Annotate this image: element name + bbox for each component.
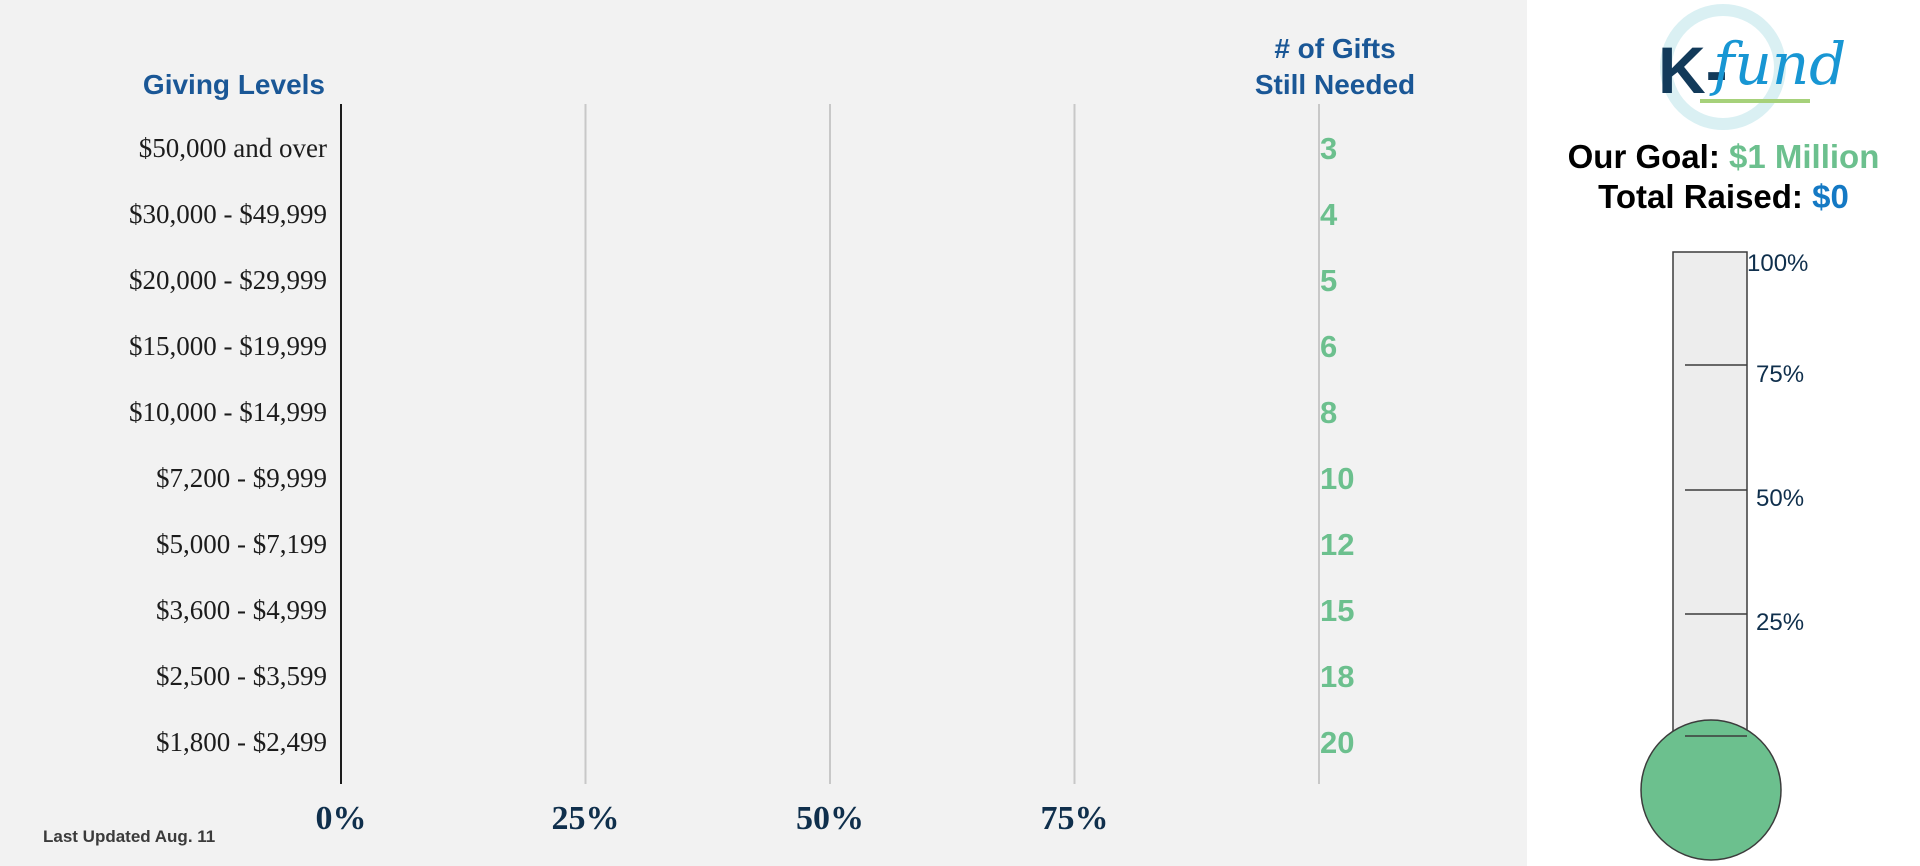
giving-level-label: $1,800 - $2,499 xyxy=(156,727,327,757)
thermometer-tube xyxy=(1672,251,1748,737)
giving-level-label: $30,000 - $49,999 xyxy=(129,199,327,229)
giving-level-label: $7,200 - $9,999 xyxy=(156,463,327,493)
x-tick-label: 50% xyxy=(796,800,864,837)
thermometer-tick-label: 75% xyxy=(1756,361,1805,388)
kfund-logo: K- fund xyxy=(1640,2,1846,132)
giving-level-label: $20,000 - $29,999 xyxy=(129,265,327,295)
gifts-header-line1: # of Gifts xyxy=(1274,33,1396,64)
giving-level-label: $2,500 - $3,599 xyxy=(156,661,327,691)
logo-fund: fund xyxy=(1713,30,1847,98)
chart-panel xyxy=(0,0,1527,866)
giving-chart xyxy=(340,104,1320,784)
raised-value: $0 xyxy=(1812,178,1849,215)
gifts-header-line2: Still Needed xyxy=(1254,69,1416,100)
gifts-needed-value: 5 xyxy=(1320,263,1338,298)
giving-levels-header: Giving Levels xyxy=(142,69,325,100)
gifts-needed-header: # of Gifts Still Needed xyxy=(1225,31,1445,103)
gifts-needed-value: 12 xyxy=(1320,527,1355,562)
x-tick-label: 75% xyxy=(1040,800,1109,837)
giving-level-label: $50,000 and over xyxy=(138,133,327,163)
giving-level-label: $10,000 - $14,999 xyxy=(129,397,327,427)
logo-k: K- xyxy=(1658,33,1728,107)
giving-level-label: $5,000 - $7,199 xyxy=(156,529,327,559)
goal-label: Our Goal: xyxy=(1567,138,1720,175)
thermometer xyxy=(1640,251,1782,861)
last-updated: Last Updated Aug. 11 xyxy=(43,827,216,846)
giving-level-label: $3,600 - $4,999 xyxy=(156,595,327,625)
gifts-needed-value: 10 xyxy=(1320,461,1355,496)
logo-underline xyxy=(1700,99,1810,103)
gifts-needed-value: 4 xyxy=(1320,197,1338,232)
raised-label: Total Raised: xyxy=(1598,178,1803,215)
gifts-needed-value: 6 xyxy=(1320,329,1338,364)
raised-line: Total Raised: $0 xyxy=(1527,178,1920,216)
gifts-needed-value: 20 xyxy=(1320,725,1355,760)
goal-value: $1 Million xyxy=(1729,138,1880,175)
gifts-needed-value: 3 xyxy=(1320,131,1338,166)
thermometer-tick-label: 25% xyxy=(1756,609,1805,636)
thermometer-bulb xyxy=(1640,719,1782,861)
thermometer-tick-label: 50% xyxy=(1756,485,1805,512)
gifts-needed-value: 8 xyxy=(1320,395,1338,430)
goal-line: Our Goal: $1 Million xyxy=(1527,138,1920,176)
giving-level-label: $15,000 - $19,999 xyxy=(129,331,327,361)
gifts-needed-value: 15 xyxy=(1320,593,1355,628)
gifts-needed-value: 18 xyxy=(1320,659,1355,694)
x-tick-label: 0% xyxy=(315,800,367,837)
x-tick-label: 25% xyxy=(551,800,620,837)
thermometer-tick-label: 100% xyxy=(1747,250,1809,277)
